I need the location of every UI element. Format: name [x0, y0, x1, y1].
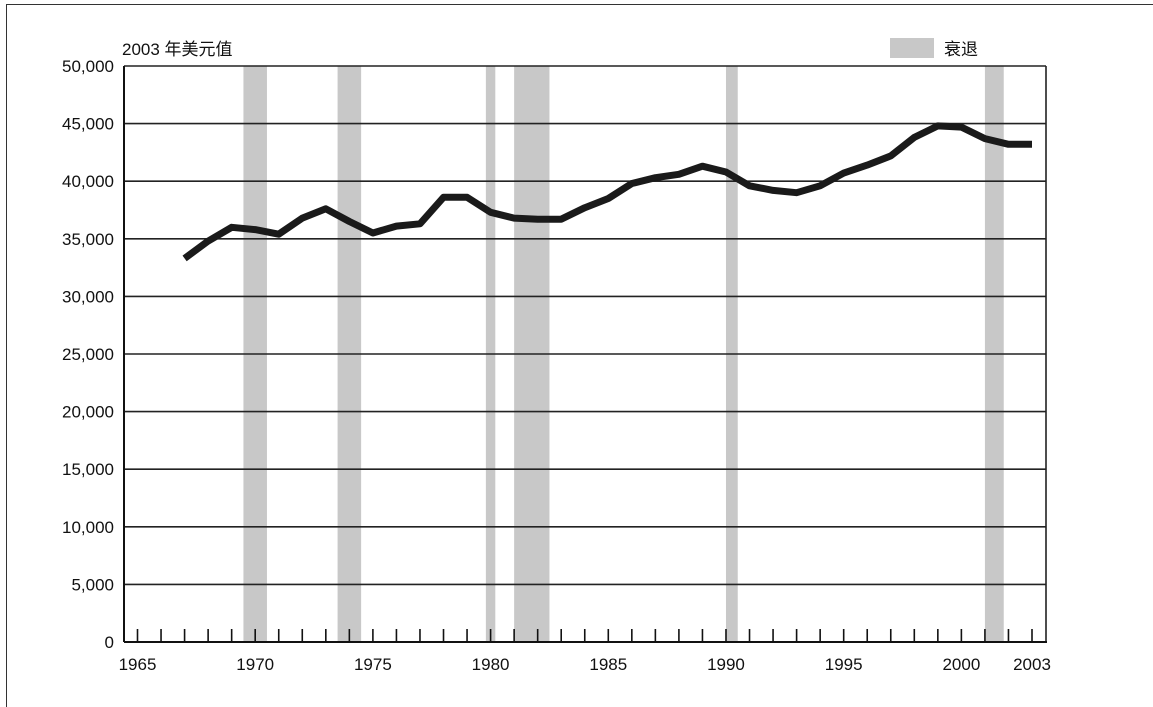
unit-label: 2003 年美元值: [122, 40, 233, 59]
y-tick-label: 45,000: [62, 115, 114, 134]
x-tick-label: 1990: [707, 655, 745, 674]
y-tick-label: 0: [105, 633, 114, 652]
x-tick-label: 1985: [589, 655, 627, 674]
gridlines: [124, 65, 1047, 642]
chart-frame: [6, 4, 1153, 707]
x-tick-label: 1995: [825, 655, 863, 674]
y-axis-tick-labels: 0 5,000 10,000 15,000 20,000 25,000 30,000 35,0…: [62, 57, 114, 652]
legend: 衰退: [890, 38, 978, 60]
x-tick-label: 1965: [119, 655, 157, 674]
y-tick-label: 10,000: [62, 518, 114, 537]
y-tick-label: 15,000: [62, 460, 114, 479]
y-tick-label: 50,000: [62, 57, 114, 76]
y-tick-label: 35,000: [62, 230, 114, 249]
y-tick-label: 25,000: [62, 345, 114, 364]
x-tick-label: 2000: [942, 655, 980, 674]
legend-label-recession: 衰退: [944, 40, 978, 60]
legend-swatch-recession: [890, 38, 934, 58]
series: [182, 122, 1033, 262]
x-axis-tick-labels: 1965 1970 1975 1980 1985 1990 1995 2000 2003: [119, 655, 1051, 674]
y-tick-label: 20,000: [62, 403, 114, 422]
x-tick-label: 1975: [354, 655, 392, 674]
x-tick-label: 1980: [472, 655, 510, 674]
x-tick-label: 2003: [1013, 655, 1051, 674]
y-tick-label: 30,000: [62, 287, 114, 306]
y-tick-label: 40,000: [62, 172, 114, 191]
y-tick-label: 5,000: [71, 575, 114, 594]
x-tick-label: 1970: [236, 655, 274, 674]
x-axis-ticks: [136, 629, 1033, 642]
